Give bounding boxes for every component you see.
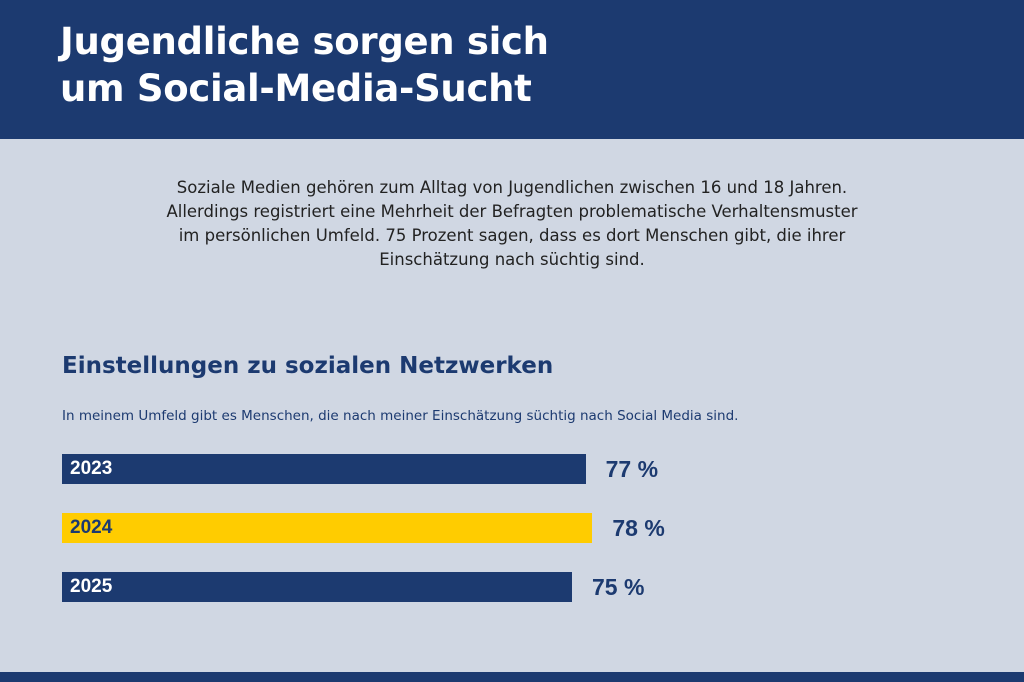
bar-value-label: 77 % (605, 456, 659, 482)
intro-text: Soziale Medien gehören zum Alltag von Ju… (166, 178, 858, 269)
bar-2023: 2023 (62, 454, 586, 484)
bar-category-label: 2025 (70, 576, 113, 597)
bar-value-label: 78 % (612, 515, 665, 541)
page-title: Jugendliche sorgen sich um Social-Media-… (60, 20, 549, 110)
chart-subtitle: In meinem Umfeld gibt es Menschen, die n… (62, 408, 739, 424)
bar-value-label: 75 % (592, 574, 645, 600)
chart-title: Einstellungen zu sozialen Netzwerken (62, 353, 554, 379)
bar-2025: 2025 (62, 572, 572, 602)
header-banner: Jugendliche sorgen sich um Social-Media-… (0, 0, 1024, 139)
bar-2024: 2024 (62, 513, 593, 543)
bar-category-label: 2023 (70, 458, 113, 479)
bar-category-label: 2024 (70, 517, 113, 538)
footer-band (0, 672, 1024, 682)
